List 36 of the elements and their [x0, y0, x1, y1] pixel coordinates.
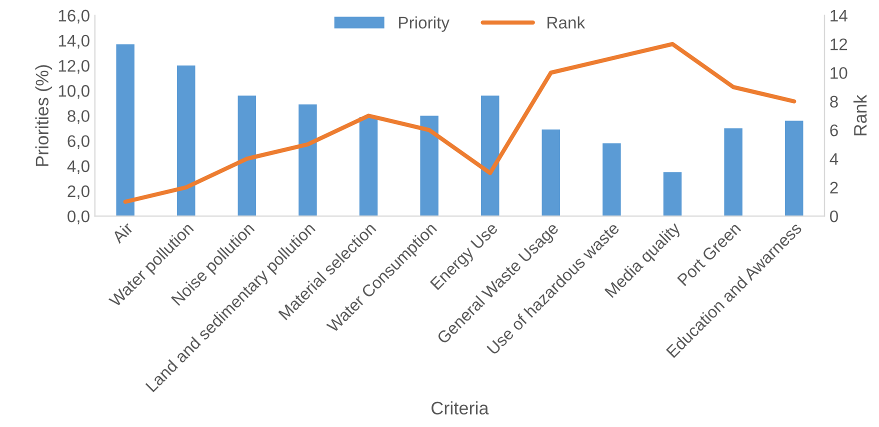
bar [480, 96, 500, 216]
y-tick-label: 4,0 [67, 160, 90, 174]
y2-tick-label: 12 [830, 38, 848, 50]
bar [724, 128, 742, 216]
legend-label: Rank [548, 16, 586, 29]
y-tick-label: 10,0 [58, 85, 90, 99]
y-tick-label: 14,0 [58, 34, 90, 49]
y2-tick-label: 10 [830, 67, 848, 79]
y-tick-label: 12,0 [58, 60, 90, 74]
y2-tick-label: 14 [830, 10, 848, 22]
x-axis-title: Criteria [432, 401, 489, 415]
legend-label: Priority [399, 16, 450, 32]
y2-tick-label: 8 [830, 96, 838, 108]
bar [602, 143, 621, 216]
bar [238, 96, 256, 216]
y-tick-label: 6,0 [68, 135, 90, 149]
bar [542, 130, 560, 216]
y-axis-title: Priorities (%) [35, 65, 52, 166]
bar [663, 172, 682, 216]
y2-tick-label: 2 [830, 182, 838, 194]
y-tick-label: 16,0 [58, 10, 90, 24]
bar [420, 116, 438, 216]
line-series [123, 42, 796, 204]
y-tick-label: 2,0 [68, 185, 90, 200]
y2-axis-title: Rank [853, 94, 867, 136]
x-tick-label: Air [110, 221, 134, 244]
y-tick-label: 0,0 [68, 210, 90, 224]
y2-tick-label: 4 [830, 153, 838, 165]
bar [116, 44, 134, 216]
y-tick-label: 8,0 [68, 110, 90, 124]
bar [784, 120, 804, 216]
y2-tick-label: 6 [830, 124, 838, 136]
bar [177, 66, 196, 216]
bar [298, 104, 317, 216]
bar [359, 116, 378, 216]
y2-tick-label: 0 [830, 210, 838, 222]
